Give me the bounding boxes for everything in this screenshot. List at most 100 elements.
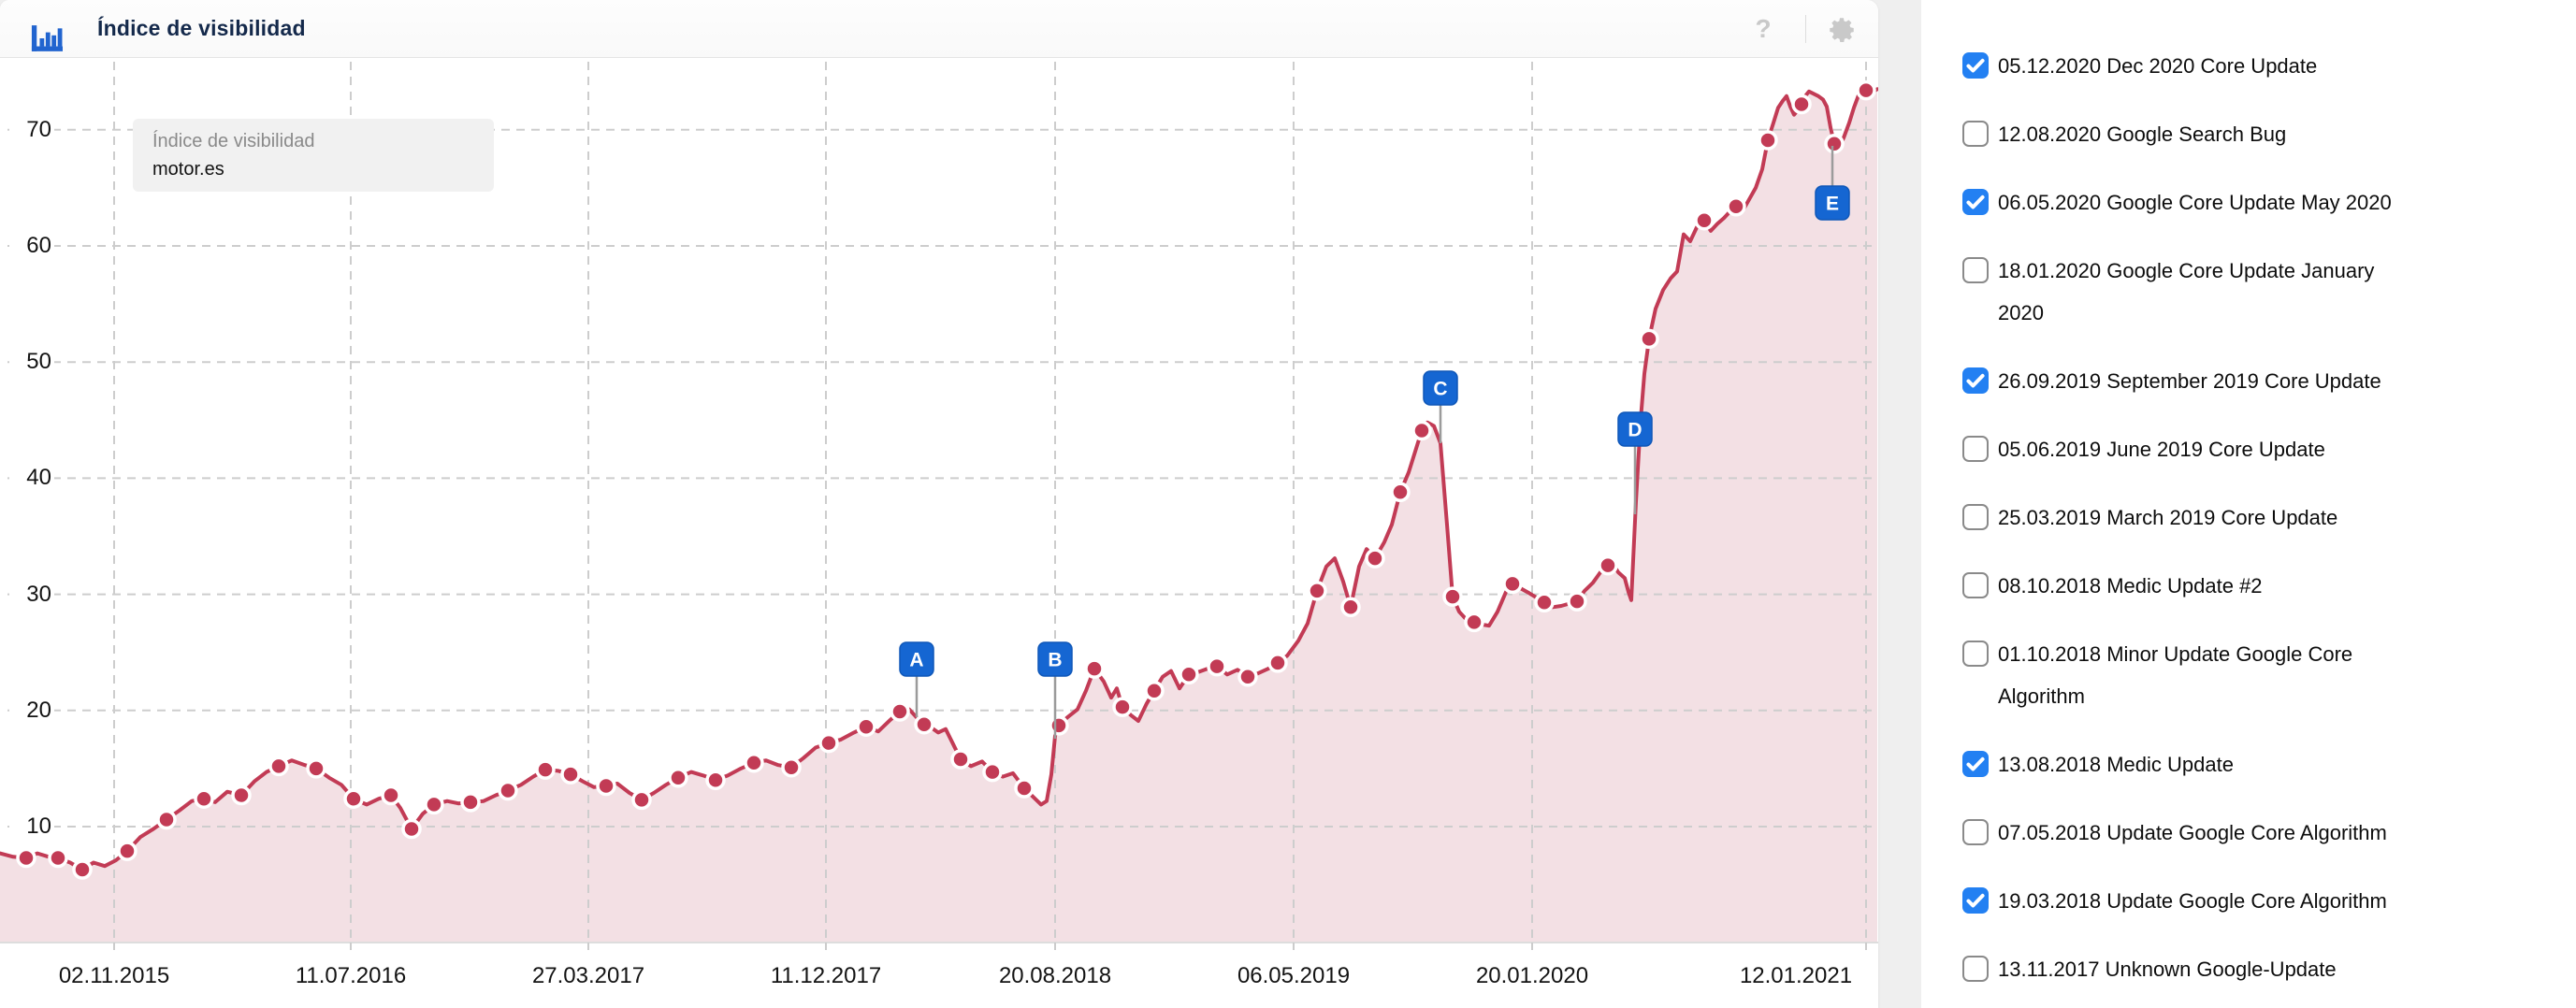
y-axis-label-10: 10 <box>9 813 54 841</box>
data-point-dot <box>343 788 364 809</box>
help-icon[interactable]: ? <box>1755 14 1772 43</box>
legend-domain: motor.es <box>152 159 224 180</box>
update-event-row: 12.08.2020 Google Search Bug <box>1962 100 2539 168</box>
y-axis-label-20: 20 <box>9 697 54 725</box>
marker-letter: D <box>1628 420 1642 441</box>
event-label: 12.08.2020 Google Search Bug <box>1998 122 2287 146</box>
visibility-index-panel: Índice de visibilidad ? A B C D E 70 60 50 40 30… <box>0 0 1878 1008</box>
event-checkbox-unchecked[interactable] <box>1962 572 1989 598</box>
data-point-dot <box>498 780 518 801</box>
event-checkbox-checked[interactable] <box>1962 189 1989 215</box>
data-point-dot <box>194 788 214 809</box>
x-axis-label: 06.05.2019 <box>1237 963 1351 988</box>
data-point-dot <box>1598 554 1618 576</box>
event-checkbox-checked[interactable] <box>1962 52 1989 79</box>
data-point-dot <box>1856 79 1876 101</box>
marker-box <box>899 641 934 677</box>
event-checkbox-checked[interactable] <box>1962 751 1989 777</box>
data-point-dot <box>1502 573 1523 595</box>
data-point-dot <box>401 818 422 840</box>
data-point-dot <box>231 785 252 806</box>
data-point-dot <box>1694 209 1715 231</box>
event-label: 07.05.2018 Update Google Core Algorithm <box>1998 821 2387 844</box>
data-point-dot <box>72 859 93 880</box>
update-event-row: 13.08.2018 Medic Update <box>1962 730 2539 799</box>
visibility-area-fill <box>0 89 1877 943</box>
data-point-dot <box>535 759 556 780</box>
data-point-dot <box>781 756 802 778</box>
event-label: 05.12.2020 Dec 2020 Core Update <box>1998 54 2318 78</box>
checkmark-icon <box>1966 893 1985 908</box>
event-label: 13.08.2018 Medic Update <box>1998 753 2234 776</box>
data-point-dot <box>1567 591 1587 612</box>
update-event-row: 19.03.2018 Update Google Core Algorithm <box>1962 867 2539 935</box>
data-point-dot <box>1758 130 1778 151</box>
data-point-dot <box>156 809 177 830</box>
marker-letter: B <box>1048 650 1062 671</box>
data-point-dot <box>1112 697 1133 717</box>
update-event-row: 18.01.2020 Google Core Update January 20… <box>1962 237 2539 347</box>
checkmark-icon <box>1966 373 1985 388</box>
event-checkbox-checked[interactable] <box>1962 367 1989 394</box>
event-checkbox-unchecked[interactable] <box>1962 121 1989 147</box>
data-point-dot <box>1390 482 1411 503</box>
data-point-dot <box>1144 680 1165 701</box>
header-divider <box>1805 15 1806 43</box>
data-point-dot <box>1534 592 1555 613</box>
data-point-dot <box>744 752 764 773</box>
legend-metric-name: Índice de visibilidad <box>152 131 315 151</box>
marker-letter: A <box>909 650 923 671</box>
event-checkbox-checked[interactable] <box>1962 887 1989 914</box>
event-label: 25.03.2019 March 2019 Core Update <box>1998 506 2338 529</box>
gear-icon[interactable] <box>1826 14 1860 46</box>
x-axis-label: 11.12.2017 <box>770 963 882 988</box>
data-point-dot <box>1307 581 1327 601</box>
event-checkbox-unchecked[interactable] <box>1962 436 1989 462</box>
data-point-dot <box>631 789 652 811</box>
x-axis-label: 11.07.2016 <box>295 963 407 988</box>
x-axis-label: 02.11.2015 <box>58 963 170 988</box>
visibility-chart: A B C D E <box>0 62 1878 950</box>
event-marker-D[interactable]: D <box>1617 411 1653 514</box>
x-axis-label: 20.08.2018 <box>998 963 1112 988</box>
event-checkbox-unchecked[interactable] <box>1962 504 1989 530</box>
data-point-dot <box>914 713 934 735</box>
event-marker-B[interactable]: B <box>1037 641 1073 739</box>
event-label: 18.01.2020 Google Core Update January 20… <box>1998 259 2375 324</box>
event-marker-E[interactable]: E <box>1815 146 1850 221</box>
event-checkbox-unchecked[interactable] <box>1962 257 1989 283</box>
marker-box <box>1037 641 1073 677</box>
data-point-dot <box>1726 196 1746 217</box>
data-point-dot <box>705 770 726 791</box>
data-point-dot <box>950 749 971 770</box>
event-marker-A[interactable]: A <box>899 641 934 717</box>
data-point-dot <box>1365 548 1385 569</box>
x-axis-label: 12.01.2021 <box>1739 963 1853 988</box>
update-event-row: 26.09.2019 September 2019 Core Update <box>1962 347 2539 415</box>
marker-letter: E <box>1826 194 1839 215</box>
data-point-dot <box>1237 667 1258 687</box>
event-checkbox-unchecked[interactable] <box>1962 641 1989 667</box>
y-axis-label-60: 60 <box>9 232 54 260</box>
update-event-row: 05.06.2019 June 2019 Core Update <box>1962 415 2539 483</box>
data-point-dot <box>890 701 910 722</box>
chart-legend-tooltip: Índice de visibilidad motor.es <box>133 119 494 192</box>
update-event-row: 07.05.2018 Update Google Core Algorithm <box>1962 799 2539 867</box>
data-point-dot <box>1824 133 1845 154</box>
data-point-dot <box>16 847 36 869</box>
event-label: 26.09.2019 September 2019 Core Update <box>1998 369 2381 393</box>
panel-header: Índice de visibilidad ? <box>0 0 1878 58</box>
data-point-dot <box>1340 597 1361 618</box>
event-label: 19.03.2018 Update Google Core Algorithm <box>1998 889 2387 913</box>
event-marker-C[interactable]: C <box>1423 370 1458 443</box>
update-event-row: 08.10.2018 Medic Update #2 <box>1962 552 2539 620</box>
update-event-row: 13.11.2017 Unknown Google-Update <box>1962 935 2539 1003</box>
data-point-dot <box>668 768 688 788</box>
data-point-dot <box>1791 94 1812 115</box>
data-point-dot <box>1049 715 1069 736</box>
event-checkbox-unchecked[interactable] <box>1962 956 1989 982</box>
marker-box <box>1815 185 1850 221</box>
event-checkbox-unchecked[interactable] <box>1962 819 1989 845</box>
checkmark-icon <box>1966 756 1985 771</box>
